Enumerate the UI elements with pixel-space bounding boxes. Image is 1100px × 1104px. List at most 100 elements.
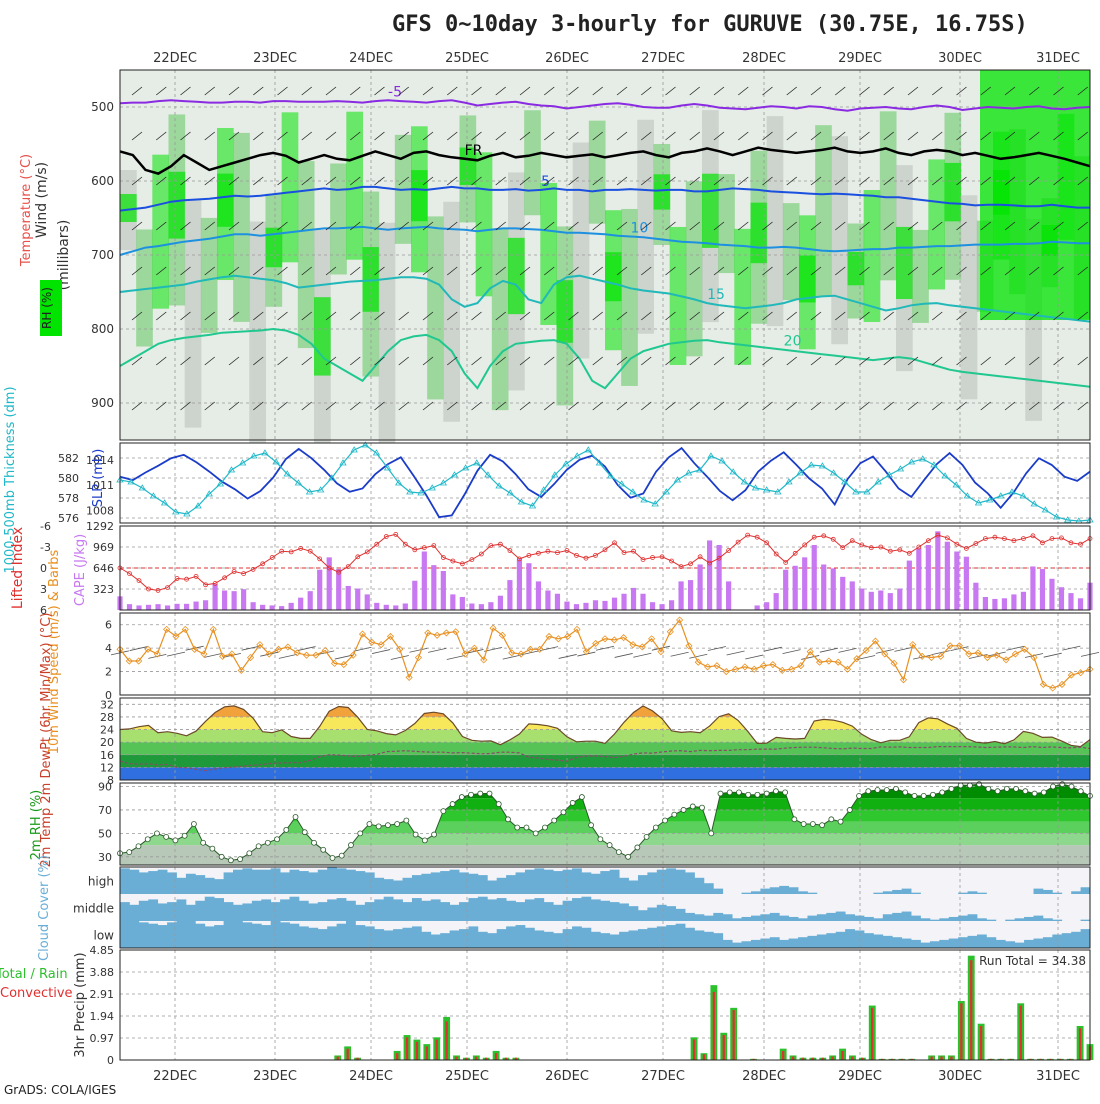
cloud-cell: [685, 912, 695, 921]
cloud-cell: [703, 931, 714, 948]
slp-axis-label: SLP (mb): [91, 449, 106, 508]
cape-bar: [450, 594, 456, 610]
precip-convective-bar: [940, 1056, 943, 1060]
cape-bar: [412, 580, 418, 610]
precip-convective-bar: [871, 1007, 874, 1060]
humidity-point: [1013, 785, 1019, 792]
lifted-index-point: [1021, 536, 1026, 541]
wind-speed-point: [302, 651, 311, 659]
wind-barb: [980, 311, 991, 321]
wind-barb: [519, 266, 531, 276]
cloud-cell: [251, 900, 262, 921]
wind-barb: [689, 311, 700, 321]
cloud-cell: [967, 935, 978, 948]
cloud-cell: [986, 919, 997, 921]
wind-barb: [762, 86, 773, 96]
humidity-point: [144, 836, 151, 843]
cloud-cell: [666, 868, 677, 894]
wind-barb: [786, 221, 797, 231]
wind-barb: [762, 356, 773, 366]
wind-speed-point: [498, 631, 506, 639]
cape-bar: [821, 564, 827, 610]
wind-barb: [519, 131, 531, 141]
cloud-cell: [581, 927, 592, 948]
wind-barb: [374, 311, 385, 321]
wind-barb: [398, 401, 409, 411]
lifted-index-point: [165, 585, 170, 590]
humidity-point: [329, 855, 336, 861]
cloud-cell: [411, 926, 422, 948]
lifted-index-point: [716, 555, 722, 561]
thickness-point: [361, 441, 369, 448]
rh-band: [378, 222, 396, 445]
lifted-tick-label: 3: [40, 583, 47, 596]
cloud-cell: [863, 933, 874, 948]
precip-convective-bar: [732, 1010, 735, 1060]
lifted-index-point: [231, 569, 237, 574]
thickness-point: [852, 488, 860, 495]
cloud-cell: [543, 931, 554, 948]
cape-bar: [174, 603, 180, 610]
cape-bar: [792, 565, 798, 610]
lifted-index-point: [507, 548, 513, 553]
lifted-index-point: [811, 534, 817, 540]
thickness-point: [439, 479, 448, 486]
wind-barb: [471, 401, 482, 411]
wind-speed-point: [769, 660, 777, 669]
rh-band: [734, 228, 751, 365]
humidity-point: [264, 839, 271, 846]
cloud-cell: [553, 871, 564, 894]
cloud-cell: [524, 899, 535, 921]
wind-barb: [689, 401, 700, 411]
precip-convective-bar: [989, 1058, 993, 1060]
cape-bar: [326, 557, 332, 610]
surface-wind-barb: [166, 651, 186, 657]
cloud-cell: [543, 902, 554, 921]
wind-barb: [495, 86, 506, 96]
rh-band: [524, 110, 541, 216]
precip-convective-bar: [702, 1054, 706, 1060]
top-date-label: 25DEC: [445, 51, 489, 66]
humidity-point: [385, 822, 391, 829]
wind-barb: [1077, 221, 1088, 231]
precip-frame: [119, 949, 1091, 1061]
wind-barb: [980, 176, 991, 186]
cloud-cell: [713, 888, 724, 894]
pressure-axis-label: (millibars): [56, 220, 72, 291]
wind-speed-point: [862, 646, 870, 655]
cloud-cell: [939, 939, 950, 948]
cloud-cell: [750, 939, 761, 948]
cloud-cell: [308, 927, 319, 948]
instability-frame: [119, 525, 1091, 611]
wind-barb: [956, 401, 967, 411]
cloud-cell: [656, 869, 667, 894]
cloud-cell: [327, 867, 338, 894]
rh-band: [184, 199, 202, 428]
precip-convective-bar: [782, 1050, 785, 1060]
cloud-cell: [374, 929, 385, 948]
lifted-index-point: [393, 532, 399, 537]
thickness-point: [517, 498, 526, 505]
humidity-point: [1059, 781, 1066, 788]
thickness-point: [963, 492, 972, 499]
humidity-fill-group: [120, 784, 1090, 865]
cloud-cell: [167, 872, 177, 894]
cloud-cell: [185, 921, 196, 948]
rh-band: [281, 112, 299, 263]
surface-wind-barb: [241, 645, 260, 651]
wind-barb: [1053, 131, 1064, 141]
rh-band-moist: [944, 162, 962, 222]
wind-speed-point: [853, 655, 861, 663]
cloud-cell: [195, 923, 206, 948]
wind-barb: [544, 266, 555, 276]
wind-speed-point: [293, 649, 301, 657]
humidity-point: [773, 788, 779, 795]
cape-bar: [202, 600, 209, 610]
wind10m-axis-label: 10m Wind Speed (m/s) & Barbs: [47, 549, 62, 754]
wind-barb: [713, 401, 725, 411]
bottom-date-label: 29DEC: [838, 1069, 882, 1084]
cape-bar: [564, 601, 570, 610]
lifted-index-point: [440, 555, 446, 560]
cape-bar: [887, 593, 893, 610]
humidity-point: [560, 809, 567, 816]
